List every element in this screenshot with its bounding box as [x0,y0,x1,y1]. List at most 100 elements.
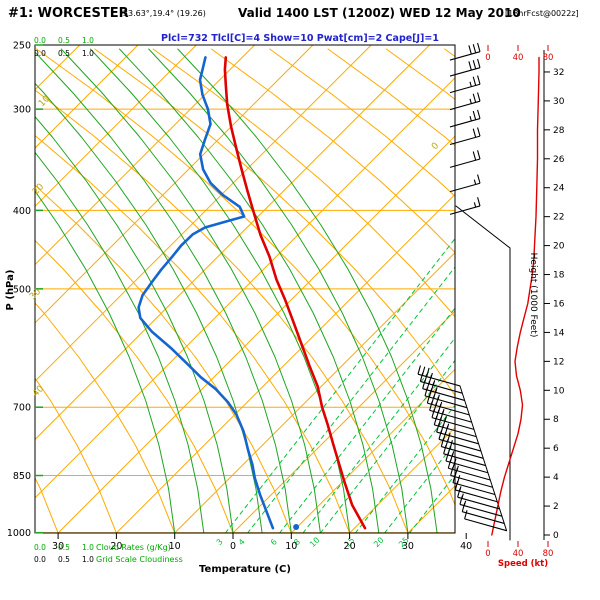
wind-barb-staff [436,431,479,445]
temperature-tick-label: 40 [460,541,472,552]
height-tick-label: 14 [553,328,565,338]
dry-adiabat-line [35,184,292,533]
isotherm-line [35,45,430,441]
wind-barb-half-feather [451,451,455,457]
speed-tick-label-top: 0 [485,53,490,63]
height-tick-label: 4 [553,473,559,483]
wind-barb-staff [452,482,496,496]
height-tick-label: 22 [553,213,564,223]
temperature-tick-label: 20 [344,541,356,552]
wind-barb-staff [427,402,470,416]
dry-adiabat-line [35,377,117,533]
height-tick-label: 26 [553,155,565,165]
isotherm-line [290,368,455,533]
wind-barb-feather [477,197,481,207]
cloud-scale-top-green: 0.5 [58,36,70,45]
isotherm-line [174,251,455,533]
wind-barb-half-feather [442,409,445,415]
moist-adiabat-line [35,115,234,533]
wind-barb-staff [450,474,493,488]
temperature-tick-label: 0 [230,541,236,552]
wind-barb-staff [449,158,481,168]
green-grid-layer [35,48,455,533]
valid-time-title: Valid 1400 LST (1200Z) WED 12 May 2010 [238,6,521,20]
wind-barb-half-feather [454,458,457,464]
cloud-rates-label: Cloud Rates (g/Kg) [96,543,171,552]
wind-barb-half-feather [461,493,464,499]
pressure-tick-label: 500 [13,284,31,295]
wind-barb-staff [431,417,475,430]
moist-adiabat-line [35,82,263,533]
height-tick-label: 12 [553,357,564,367]
dry-adiabat-line [94,48,455,397]
wind-barb-staff [434,424,477,438]
temperature-tick-label: 20 [110,541,122,552]
height-tick-label: 0 [553,531,559,541]
wind-barb-staff [420,380,463,394]
moist-adiabat-line [60,48,321,533]
moist-adiabat-line [35,190,176,533]
wind-barb-half-feather [432,380,436,386]
grid-value-label: 10 [37,94,52,109]
temperature-curve [223,56,367,530]
wind-barb-feather [472,76,477,86]
wind-barb-feather [472,110,477,120]
moist-adiabat-line [35,151,205,533]
station-title: #1: WORCESTER [8,6,129,21]
wind-barb-half-feather [469,98,472,104]
wind-barb-staff [449,100,481,111]
dry-adiabat-line [503,49,600,533]
dry-adiabat-line [269,48,455,197]
wind-barb-half-feather [437,394,440,400]
cloud-scale-top-green: 1.0 [82,36,94,45]
wind-barb-feather [472,128,477,138]
height-tick-label: 24 [553,184,565,194]
profile-curves-layer [137,56,367,531]
wind-barb-staff [445,460,489,474]
wind-barb-staff [424,395,468,409]
temperature-tick-label: 10 [169,541,181,552]
height-tick-label: 32 [553,68,564,78]
wind-barb-feather [464,510,468,520]
temperature-tick-label: 30 [402,541,414,552]
wind-barb-staff [459,503,503,517]
moist-adiabat-line [119,48,380,533]
wind-barb-half-feather [469,116,472,122]
height-axis-title: Height (1000 Feet) [528,253,538,338]
wind-barb-half-feather [473,202,477,208]
cloud-scale-bottom-black: 0.5 [58,555,70,564]
speed-tick-label-bottom: 0 [485,549,490,559]
cloud-scale-top-black: 0.5 [58,49,70,58]
wind-speed-curve [491,56,540,536]
height-tick-label: 18 [553,271,565,281]
pressure-axis-title: P (hPa) [5,270,16,311]
pressure-tick-label: 400 [13,206,31,217]
dewpoint-curve [137,56,275,530]
wind-barb-staff [449,51,481,61]
mixing-ratio-label: 3 [215,537,225,547]
mixing-ratio-label: 10 [308,535,322,549]
moist-adiabat-line [89,48,351,533]
dry-adiabat-line [35,239,234,533]
cloud-scale-bottom-black: 0.0 [34,555,46,564]
wind-barb-feather [477,109,481,119]
wind-barb-feather [468,61,472,71]
pressure-tick-label: 250 [13,41,31,52]
cloud-scale-bottom-green: 0.0 [34,543,46,552]
cloud-scale-top-black: 1.0 [82,49,94,58]
surface-dewpoint-dot [293,524,300,531]
moist-adiabat-line [35,51,292,533]
wind-barb-staff [443,453,486,467]
mixing-ratio-label: 20 [372,535,386,549]
wind-barb-staff [441,446,484,459]
wind-barb-half-feather [439,401,443,407]
wind-barb-half-feather [446,423,450,429]
wind-barb-staff [449,182,481,193]
isotherm-line [35,45,197,208]
wind-barb-feather [472,44,477,54]
height-tick-label: 28 [553,126,565,136]
